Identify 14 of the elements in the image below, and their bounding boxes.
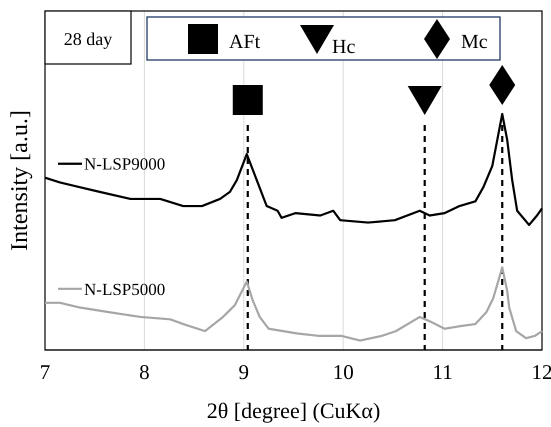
y-axis-title: Intensity [a.u.] <box>7 110 33 251</box>
x-axis-title: 2θ [degree] (CuKα) <box>206 398 380 423</box>
text: Hc <box>332 36 356 58</box>
text: AFt <box>229 31 261 53</box>
legend-label: N-LSP9000 <box>84 154 166 174</box>
x-tick-label: 12 <box>532 360 551 384</box>
x-tick-label: 7 <box>40 360 50 384</box>
text: Mc <box>461 31 488 53</box>
x-tick-label: 10 <box>332 360 354 384</box>
text: 28 day <box>64 29 112 49</box>
x-tick-label: 8 <box>139 360 150 384</box>
legend-label: N-LSP5000 <box>84 280 166 299</box>
x-tick-label: 9 <box>238 360 250 384</box>
x-tick-label: 11 <box>432 360 453 384</box>
